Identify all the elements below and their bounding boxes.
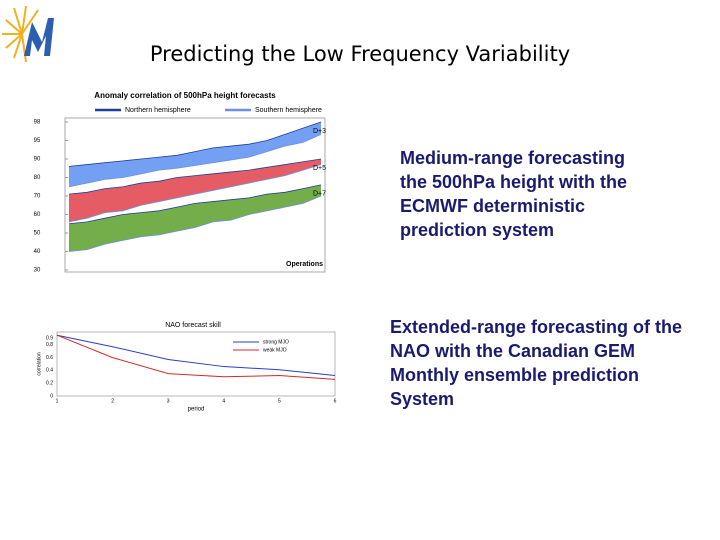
band-upper	[68, 121, 322, 167]
annotation: Operations	[286, 261, 323, 268]
x-tick-label: 3	[167, 398, 170, 404]
band-area	[69, 184, 321, 252]
legend-label: weak MJO	[263, 347, 287, 353]
legend-label: Southern hemisphere	[255, 107, 322, 114]
y-axis-label: correlation	[36, 352, 42, 376]
x-tick-label: 4	[222, 398, 225, 404]
x-axis-label: period	[188, 407, 205, 413]
band-upper	[68, 158, 322, 195]
y-tick-label: 0.8	[46, 342, 53, 348]
series-line	[56, 334, 336, 377]
y-tick-label: 0.9	[46, 336, 53, 342]
caption: Extended-range forecasting of the NAO wit…	[390, 315, 682, 411]
y-tick-label: 95	[34, 138, 41, 144]
band-lower	[68, 164, 322, 223]
slide-title: Predicting the Low Frequency Variability	[149, 42, 571, 66]
y-tick-label: 0.2	[46, 381, 53, 387]
band-area	[69, 122, 321, 187]
band-label: D+7	[313, 191, 326, 198]
band-label: D+5	[313, 165, 326, 172]
caption-line: ECMWF deterministic	[400, 196, 586, 216]
band-area	[69, 159, 321, 222]
caption: Medium-range forecasting the 500hPa heigh…	[400, 146, 627, 242]
y-tick-label: 0	[50, 393, 53, 399]
caption-line: NAO with the Canadian GEM	[390, 341, 636, 361]
logo	[2, 5, 54, 63]
caption-line: System	[390, 389, 455, 409]
band-upper	[68, 184, 322, 225]
y-tick-label: 50	[34, 231, 41, 237]
legend-label: strong MJO	[263, 339, 289, 345]
x-tick-label: 5	[278, 398, 281, 404]
caption-line: prediction system	[400, 220, 555, 240]
caption-line: Medium-range forecasting	[400, 148, 626, 168]
y-tick-label: 70	[34, 194, 41, 200]
y-tick-label: 40	[34, 249, 41, 255]
x-tick-label: 2	[111, 398, 114, 404]
chart-title: Anomaly correlation of 500hPa height for…	[94, 91, 276, 100]
chart: NAO forecast skill 0 0.2 0.4 0.6 0.80.9 1 2 3 4 5 6…	[36, 322, 337, 413]
caption-line: Monthly ensemble prediction	[390, 365, 640, 385]
chart: Anomaly correlation of 500hPa height for…	[25, 86, 345, 278]
band-lower	[68, 133, 322, 188]
series-line	[56, 334, 336, 380]
legend-label: Northern hemisphere	[125, 107, 191, 114]
y-tick-label: 30	[34, 268, 41, 274]
y-tick-label: 98	[34, 120, 41, 126]
caption-line: Extended-range forecasting of the	[390, 317, 683, 337]
y-tick-label: 0.4	[46, 368, 53, 374]
band-label: D+3	[313, 128, 326, 135]
y-tick-label: 80	[34, 175, 41, 181]
x-tick-label: 1	[56, 398, 59, 404]
band-lower	[68, 195, 322, 252]
y-tick-label: 90	[34, 157, 41, 163]
plot-frame	[56, 331, 336, 397]
x-tick-label: 6	[334, 398, 337, 404]
y-tick-label: 60	[34, 212, 41, 218]
caption-line: the 500hPa height with the	[400, 172, 628, 192]
chart-title: NAO forecast skill	[165, 322, 221, 329]
y-tick-label: 0.6	[46, 355, 53, 361]
